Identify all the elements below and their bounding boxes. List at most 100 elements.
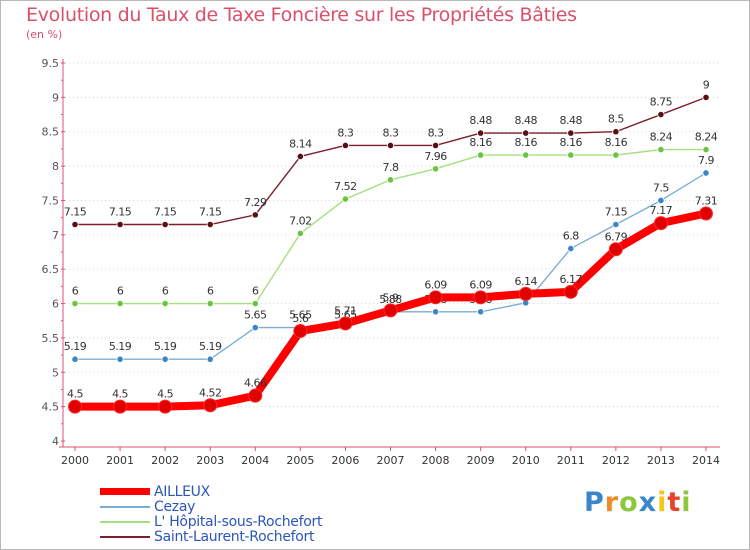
x-tick-label: 2006 [331,454,359,467]
data-label: 4.5 [67,388,83,401]
data-label: 5.19 [154,340,177,353]
data-point [563,284,578,299]
data-point [477,151,485,159]
data-label: 5.19 [199,340,222,353]
y-tick-label: 7 [52,229,59,242]
data-point [702,93,710,101]
data-label: 7.29 [244,196,267,209]
y-tick-label: 5 [52,366,59,379]
data-point [657,110,665,119]
data-label: 7.15 [154,206,177,219]
data-point [702,145,710,154]
data-label: 6.09 [469,278,492,291]
legend-label: L' Hôpital-sous-Rochefort [154,513,323,530]
y-tick-label: 6 [52,298,59,311]
y-tick-label: 8.5 [42,126,60,139]
data-label: 6.79 [605,230,628,243]
y-tick-label: 4 [52,435,59,448]
data-label: 8.3 [383,126,399,139]
data-point [158,399,173,414]
data-label: 7.52 [334,180,357,193]
data-label: 5.65 [289,309,312,322]
legend-swatch [100,520,150,523]
data-point [612,220,620,229]
x-tick-label: 2000 [61,454,89,467]
legend-item: L' Hôpital-sous-Rochefort [100,513,323,530]
data-label: 5.19 [109,340,132,353]
data-point [116,220,124,229]
data-label: 8.14 [289,137,312,150]
data-label: 7.5 [653,181,669,194]
data-point [431,141,440,150]
data-label: 6 [162,285,169,298]
logo-letter: r [604,487,620,518]
data-label: 7.15 [605,206,628,219]
data-label: 8.48 [514,114,537,127]
data-point [71,299,79,308]
data-point [473,290,488,305]
data-point [431,308,440,316]
data-point [296,229,304,238]
legend-label: AILLEUX [154,483,210,500]
data-point [383,303,398,318]
data-label: 8.16 [605,136,628,149]
data-point [206,355,214,363]
data-point [657,145,665,154]
legend-label: Saint-Laurent-Rochefort [154,528,315,545]
data-point [386,141,395,150]
x-tick-label: 2011 [557,454,585,467]
x-tick-label: 2008 [422,454,450,467]
data-point [161,355,169,363]
data-point [431,165,440,173]
data-point [341,141,350,150]
y-tick-label: 9.5 [42,57,60,70]
legend-item: Cezay [100,498,322,515]
data-label: 6 [117,285,124,298]
x-tick-label: 2013 [647,454,675,467]
x-tick-label: 2002 [151,454,179,467]
y-tick-label: 6.5 [42,263,60,276]
data-point [71,355,79,363]
data-label: 7.02 [289,214,312,227]
data-point [338,316,353,331]
data-label: 4.66 [244,377,267,390]
data-point [518,286,533,301]
legend-label: Cezay [154,498,196,515]
x-tick-label: 2003 [196,454,224,467]
data-point [567,244,575,253]
data-label: 5.65 [244,309,267,322]
data-label: 4.5 [112,388,128,401]
data-point [206,299,214,308]
data-label: 8.24 [650,131,673,144]
data-label: 8.3 [428,126,444,139]
logo-letter: i [681,487,692,518]
data-point [206,220,214,229]
data-label: 7.17 [650,204,673,217]
data-point [567,129,575,137]
data-point [296,152,304,161]
data-label: 7.31 [695,195,718,208]
legend-swatch [100,505,150,508]
x-tick-label: 2001 [106,454,134,467]
y-tick-label: 5.5 [42,332,60,345]
data-label: 8.24 [695,131,718,144]
data-label: 7.15 [64,206,87,219]
data-point [522,151,530,159]
chart-legend: AILLEUX Cezay L' Hôpital-sous-Rochefort Sai… [100,483,323,545]
data-point [341,195,350,203]
data-label: 7.8 [383,161,399,174]
data-point [161,220,169,229]
data-point [68,399,82,414]
data-label: 7.15 [199,206,222,219]
y-tick-label: 8 [52,160,59,173]
proxiti-logo: Proxiti [584,487,692,518]
y-axis-unit-label: (en %) [26,28,63,41]
x-tick-label: 2004 [241,454,269,467]
x-tick-label: 2009 [467,454,495,467]
data-point [116,355,124,363]
legend-swatch [100,488,150,495]
legend-item: Saint-Laurent-Rochefort [100,528,322,545]
data-point [477,129,485,137]
data-label: 8.16 [560,136,583,149]
data-label: 7.9 [698,154,714,167]
